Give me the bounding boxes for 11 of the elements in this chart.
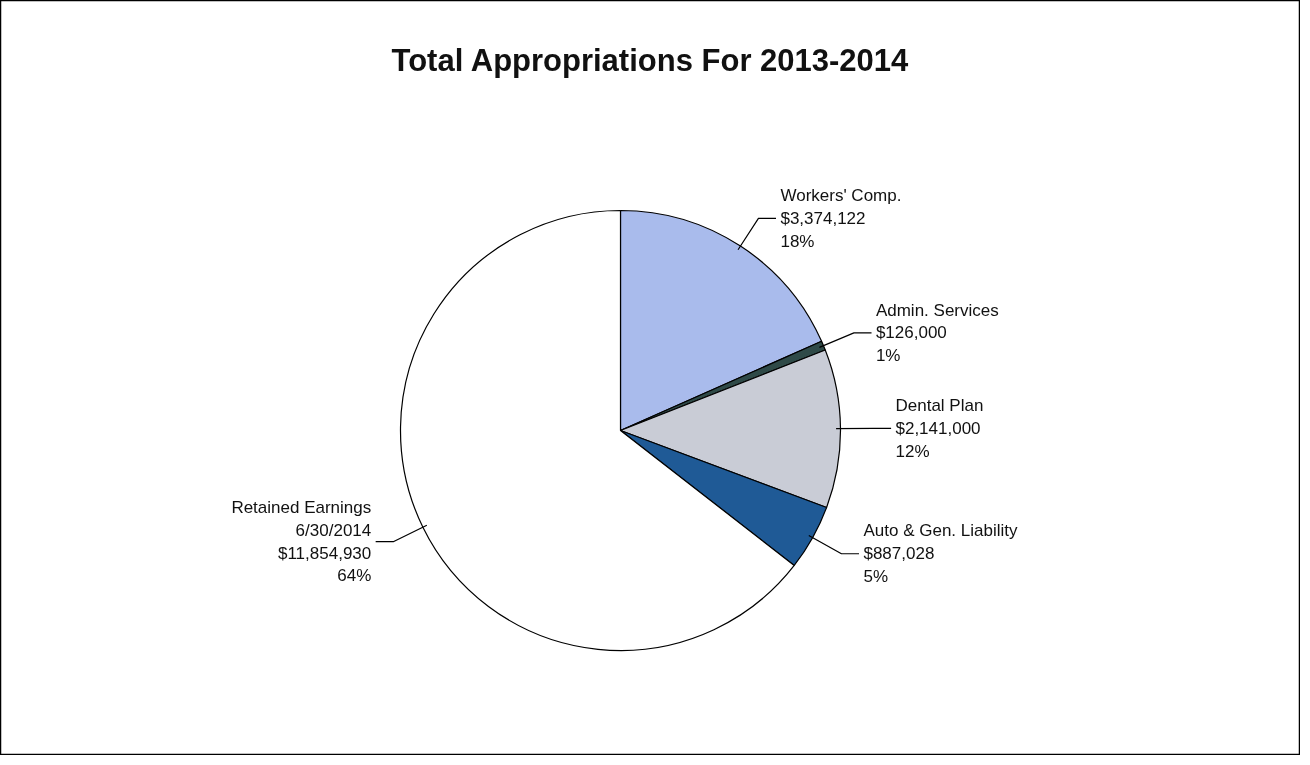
data-label: $11,854,930 64% (277, 543, 372, 586)
slice-label: Workers' Comp. (780, 186, 902, 206)
slice-label: Retained Earnings 6/30/2014 (231, 498, 372, 540)
data-label: $2,141,000 12% (895, 418, 981, 461)
slice-label: Admin. Services (875, 300, 999, 320)
data-label: $887,028 5% (863, 544, 935, 587)
slice-label: Auto & Gen. Liability (863, 521, 1018, 541)
slice-label: Dental Plan (895, 396, 984, 416)
chart-title: Total Appropriations For 2013-2014 (391, 43, 910, 78)
data-label: $126,000 1% (875, 323, 947, 366)
data-label: $3,374,122 18% (780, 208, 866, 251)
